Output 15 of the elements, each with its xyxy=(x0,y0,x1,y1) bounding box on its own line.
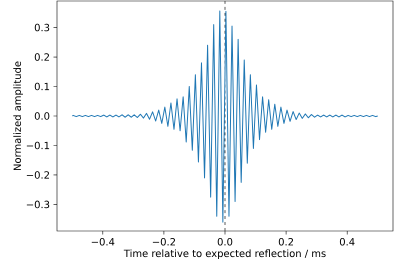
y-tick-label: −0.1 xyxy=(26,142,50,150)
y-tick-label: 0.1 xyxy=(34,82,50,90)
x-tick-label: 0.0 xyxy=(218,238,232,246)
x-tick-label: −0.4 xyxy=(92,238,114,246)
y-tick-label: 0.2 xyxy=(34,53,49,61)
x-tick-label: 0.4 xyxy=(340,238,355,246)
line-series xyxy=(72,10,378,223)
y-tick-label: −0.2 xyxy=(26,171,49,179)
y-tick-label: 0.0 xyxy=(34,112,50,120)
x-axis-title: Time relative to expected reflection / ms xyxy=(124,249,326,260)
y-tick-label: 0.3 xyxy=(34,24,50,32)
x-tick-label: 0.2 xyxy=(278,238,294,246)
x-tick-label: −0.2 xyxy=(152,238,176,246)
y-axis-title: Normalized amplitude xyxy=(13,62,23,170)
y-tick-label: −0.3 xyxy=(26,200,50,208)
